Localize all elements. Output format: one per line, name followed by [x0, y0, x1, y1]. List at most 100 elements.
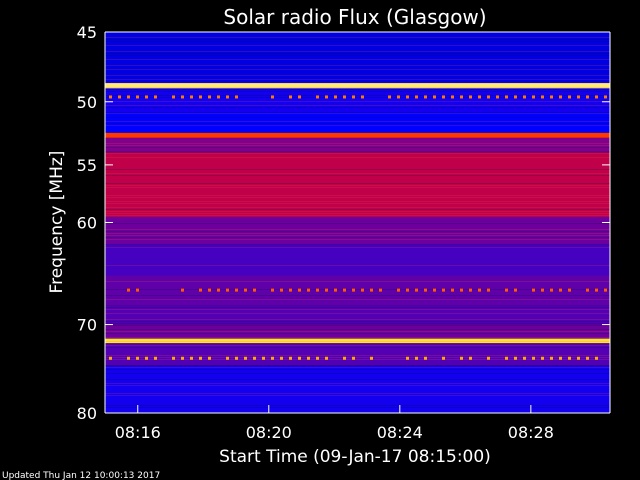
interference-dot — [451, 95, 454, 99]
interference-dot — [298, 288, 301, 292]
y-tick-label: 70 — [77, 316, 97, 335]
interference-dot — [514, 95, 517, 99]
interference-dot — [109, 356, 112, 360]
spectrum-texture-line — [105, 319, 610, 320]
interference-dot — [136, 95, 139, 99]
spectrum-texture-line — [105, 185, 610, 186]
interference-dot — [253, 356, 256, 360]
interference-dot — [541, 95, 544, 99]
interference-dot — [208, 356, 211, 360]
spectrum-texture-line — [105, 307, 610, 308]
spectrum-texture-line — [105, 385, 610, 386]
interference-dot — [550, 288, 553, 292]
interference-dot — [532, 95, 535, 99]
spectrum-texture-line — [105, 183, 610, 184]
spectrum-texture-line — [105, 59, 610, 60]
interference-dot — [460, 356, 463, 360]
interference-dot — [415, 288, 418, 292]
interference-dot — [271, 356, 274, 360]
frequency-band-1 — [105, 82, 610, 89]
interference-dot — [487, 356, 490, 360]
spectrogram-plot-area — [105, 32, 610, 413]
interference-dot — [289, 356, 292, 360]
spectrum-texture-line — [105, 91, 610, 92]
interference-dot — [325, 356, 328, 360]
interference-dot — [154, 95, 157, 99]
interference-dot — [568, 95, 571, 99]
interference-dot — [478, 95, 481, 99]
spectrum-texture-line — [105, 345, 610, 346]
spectrum-texture-line — [105, 153, 610, 154]
spectrum-texture-line — [105, 105, 610, 106]
spectrum-texture-line — [105, 95, 610, 96]
spectrum-texture-line — [105, 215, 610, 216]
interference-dot — [496, 95, 499, 99]
interference-dot — [586, 95, 589, 99]
spectrum-texture-line — [105, 143, 610, 144]
spectrum-texture-line — [105, 347, 610, 348]
spectrum-texture-line — [105, 329, 610, 330]
interference-dot — [406, 288, 409, 292]
spectrum-texture-line — [105, 265, 610, 266]
interference-dot — [406, 356, 409, 360]
interference-dot — [289, 288, 292, 292]
frequency-band-5 — [105, 137, 610, 153]
spectrum-texture-line — [105, 75, 610, 76]
spectrum-texture-line — [105, 331, 610, 332]
frequency-band-10 — [105, 305, 610, 325]
interference-dot — [577, 95, 580, 99]
interference-dot — [271, 288, 274, 292]
spectrum-texture-line — [105, 145, 610, 146]
interference-dot — [181, 288, 184, 292]
interference-dot — [424, 356, 427, 360]
interference-dot — [505, 288, 508, 292]
x-axis: 08:16 08:20 08:24 08:28 — [105, 405, 610, 442]
interference-dot — [595, 356, 598, 360]
chart-title: Solar radio Flux (Glasgow) — [223, 5, 486, 29]
interference-dot — [334, 95, 337, 99]
interference-dot — [217, 288, 220, 292]
spectrum-texture-line — [105, 107, 610, 108]
spectrum-texture-line — [105, 69, 610, 70]
spectrum-texture-line — [105, 407, 610, 408]
interference-dot — [541, 288, 544, 292]
interference-dot — [460, 288, 463, 292]
spectrum-texture-line — [105, 341, 610, 342]
spectrum-texture-line — [105, 51, 610, 52]
interference-dot — [433, 95, 436, 99]
y-tick-label: 60 — [77, 214, 97, 233]
y-tick-label: 55 — [77, 156, 97, 175]
spectrum-texture-line — [105, 41, 610, 42]
spectrum-texture-line — [105, 157, 610, 158]
interference-dot — [145, 95, 148, 99]
interference-dot — [118, 95, 121, 99]
interference-dot — [154, 356, 157, 360]
spectrum-texture-line — [105, 239, 610, 240]
interference-dot — [595, 95, 598, 99]
interference-dot — [136, 356, 139, 360]
spectrum-texture-line — [105, 125, 610, 126]
interference-dot — [406, 95, 409, 99]
spectrum-texture-line — [105, 65, 610, 66]
frequency-band-3 — [105, 112, 610, 133]
interference-dot — [136, 288, 139, 292]
interference-dot — [604, 288, 607, 292]
spectrum-texture-line — [105, 337, 610, 338]
interference-dot — [235, 356, 238, 360]
x-tick-label: 08:20 — [246, 423, 292, 442]
spectrum-texture-line — [105, 113, 610, 114]
interference-dot — [271, 95, 274, 99]
y-axis-label: Frequency [MHz] — [47, 151, 67, 294]
interference-dot — [379, 288, 382, 292]
interference-dot — [199, 95, 202, 99]
spectrum-texture-line — [105, 365, 610, 366]
spectrum-texture-line — [105, 295, 610, 296]
interference-dot — [505, 95, 508, 99]
spectrum-texture-line — [105, 147, 610, 148]
spectrum-texture-line — [105, 333, 610, 334]
interference-dot — [343, 95, 346, 99]
spectrum-texture-line — [105, 313, 610, 314]
spectrum-texture-line — [105, 55, 610, 56]
interference-dot — [181, 356, 184, 360]
